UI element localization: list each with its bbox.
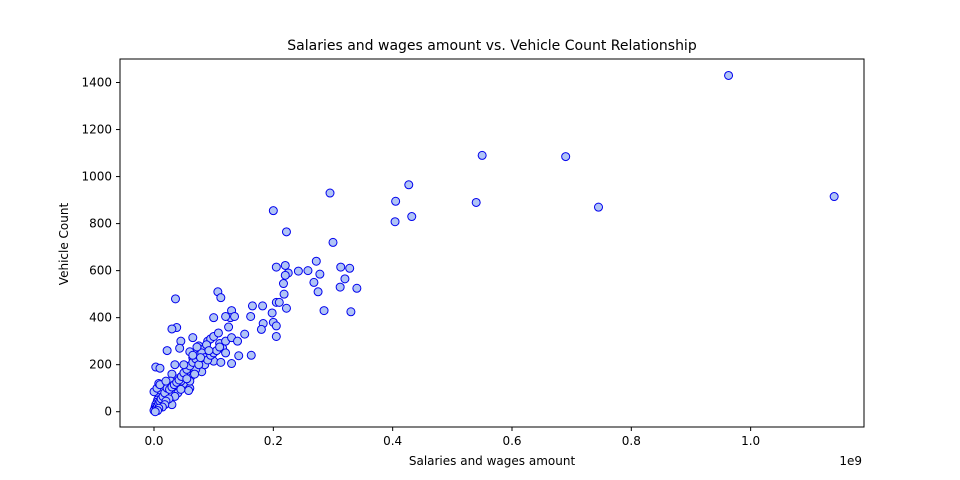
data-point [303,266,313,276]
data-point [319,306,329,316]
x-tick-label: 0.6 [502,434,521,448]
x-tick-label: 0.0 [144,434,163,448]
y-axis-ticks: 0 200 400 600 800 1000 1200 1400 [81,76,120,419]
data-point [170,294,180,304]
y-tick-label: 400 [89,311,112,325]
data-point [246,311,256,321]
y-tick-label: 0 [104,405,112,419]
x-tick-label: 0.4 [383,434,402,448]
data-point [216,357,226,367]
chart-title: Salaries and wages amount vs. Vehicle Co… [287,38,697,54]
data-point [336,262,346,272]
data-point [346,307,356,317]
data-point [170,360,180,370]
data-point [271,262,281,272]
data-point [209,313,219,323]
data-point [281,303,291,313]
plot-area [119,58,865,428]
plot-frame [119,58,865,428]
data-point [325,188,335,198]
x-tick-label: 1.0 [741,434,760,448]
data-point [192,342,202,352]
data-point [278,279,288,289]
data-point [267,308,277,318]
data-point [345,263,355,273]
data-point [313,287,323,297]
data-point [407,212,417,222]
data-point [279,289,289,299]
y-tick-label: 1200 [81,123,112,137]
data-point [182,374,192,384]
data-point [190,369,200,379]
data-point [247,301,257,311]
data-point [391,196,401,206]
data-point [280,270,290,280]
data-point [150,407,160,417]
data-point [271,331,281,341]
data-point [724,70,734,80]
data-points [149,70,839,417]
y-tick-label: 1000 [81,170,112,184]
data-point [315,269,325,279]
data-point [477,150,487,160]
data-point [268,206,278,216]
x-axis-offset-text: 1e9 [839,454,862,468]
data-point [271,321,281,331]
data-point [184,386,194,396]
data-point [230,311,240,321]
y-tick-label: 200 [89,358,112,372]
data-point [311,256,321,266]
data-point [280,260,290,270]
x-tick-label: 0.2 [264,434,283,448]
data-point [221,311,231,321]
data-point [196,353,206,363]
data-point [175,343,185,353]
x-axis-label: Salaries and wages amount [409,454,576,468]
data-point [240,329,250,339]
data-point [224,322,234,332]
data-point [162,346,172,356]
data-point [167,324,177,334]
data-point [161,376,171,386]
data-point [352,283,362,293]
data-point [188,350,198,360]
data-point [829,192,839,202]
data-point [293,266,303,276]
data-point [335,282,345,292]
x-axis-ticks: 0.0 0.2 0.4 0.6 0.8 1.0 [144,427,760,448]
data-point [471,197,481,207]
data-point [274,297,284,307]
data-point [246,350,256,360]
data-point [233,336,243,346]
data-point [309,277,319,287]
data-point [176,384,186,394]
data-point [390,217,400,227]
y-axis-label: Vehicle Count [57,203,71,286]
data-point [281,227,291,237]
data-point [221,348,231,358]
data-point [215,342,225,352]
data-point [213,328,223,338]
data-point [188,333,198,343]
data-point [155,363,165,373]
data-point [561,152,571,162]
data-point [227,359,237,369]
data-point [216,293,226,303]
y-tick-label: 800 [89,217,112,231]
data-point [594,202,603,212]
y-tick-label: 1400 [81,76,112,90]
y-tick-label: 600 [89,264,112,278]
data-point [328,237,338,247]
data-point [234,351,244,361]
data-point [340,274,350,284]
data-point [179,360,189,370]
data-point [404,180,414,190]
data-point [204,346,214,356]
data-point [256,324,266,334]
data-point [258,301,268,311]
x-tick-label: 0.8 [622,434,641,448]
